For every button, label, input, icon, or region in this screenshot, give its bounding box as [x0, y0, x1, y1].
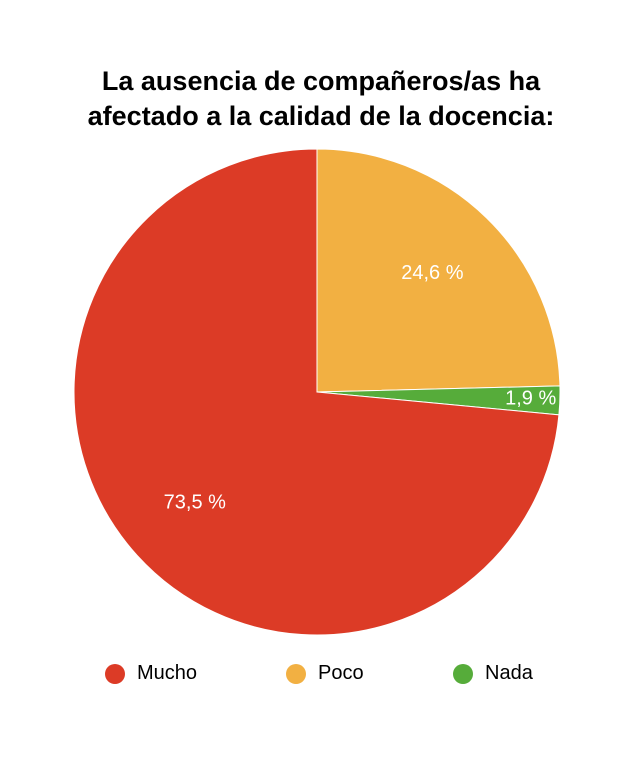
data-label-nada: 1,9 %: [505, 388, 556, 410]
data-label-mucho: 73,5 %: [164, 491, 226, 513]
legend-swatch-poco: [286, 663, 306, 684]
legend-item-nada: Nada: [453, 662, 533, 685]
legend-label-poco: Poco: [318, 662, 364, 684]
legend-item-poco: Poco: [286, 662, 364, 685]
chart-title-line-1: La ausencia de compañeros/as ha: [101, 66, 541, 96]
pie-slice-poco: [316, 148, 561, 393]
data-label-poco: 24,6 %: [401, 262, 463, 284]
legend-swatch-mucho: [105, 663, 125, 684]
legend-item-mucho: Mucho: [105, 662, 197, 685]
legend: Mucho Poco Nada: [0, 662, 642, 692]
pie-slice-mucho: [73, 148, 560, 636]
legend-swatch-nada: [453, 663, 473, 684]
legend-label-nada: Nada: [485, 662, 533, 684]
chart-title: La ausencia de compañeros/as ha afectado…: [0, 64, 642, 134]
legend-label-mucho: Mucho: [137, 662, 198, 684]
chart-title-line-2: afectado a la calidad de la docencia:: [87, 101, 555, 131]
